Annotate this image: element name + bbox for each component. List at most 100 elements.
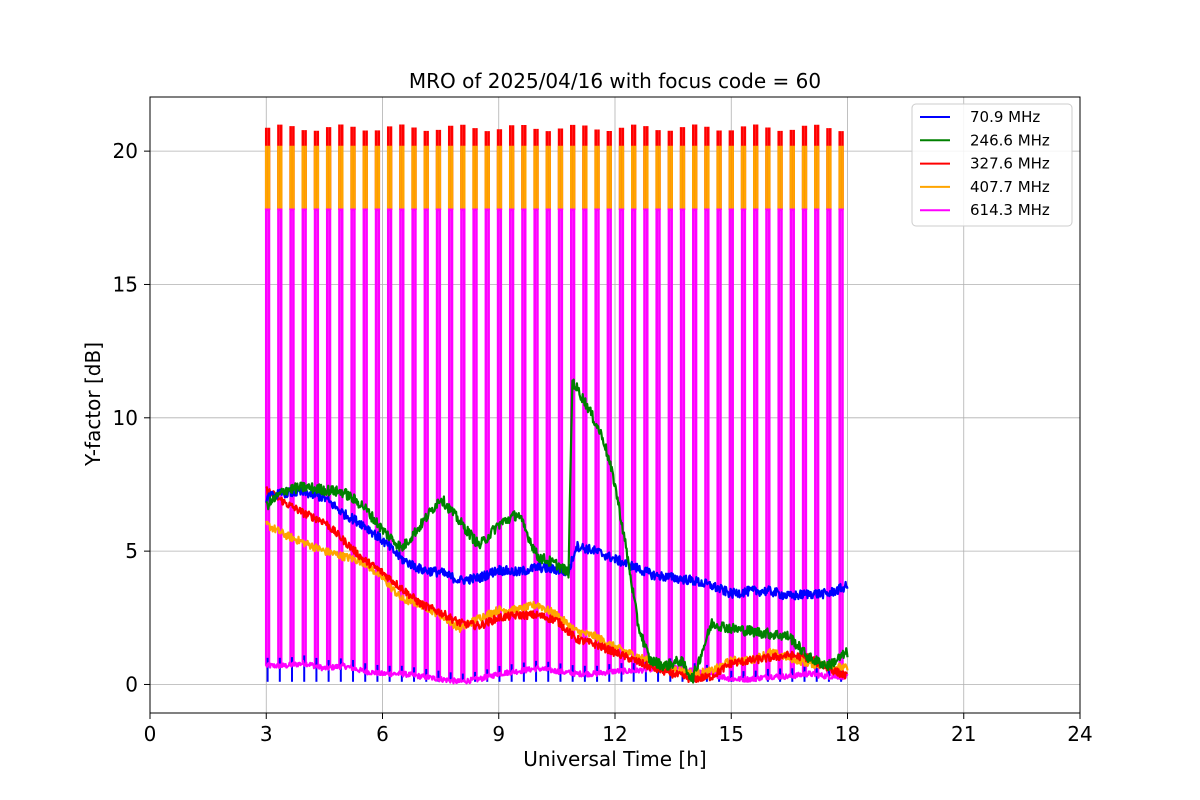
x-tick-label: 24 (1067, 722, 1092, 746)
calibration-spike-magenta (618, 208, 625, 672)
calibration-spike-orange (374, 145, 381, 210)
series-line-2 (265, 485, 848, 683)
y-tick-label: 5 (125, 539, 138, 563)
calibration-spike-orange (814, 145, 820, 210)
calibration-spike-orange (594, 145, 600, 210)
calibration-spike-orange (350, 145, 356, 210)
calibration-spike-magenta (399, 208, 405, 674)
x-tick-label: 12 (602, 722, 627, 746)
series-lines (265, 378, 849, 685)
calibration-spike-orange (557, 145, 564, 210)
calibration-spike-orange (264, 145, 271, 210)
legend-label: 70.9 MHz (970, 108, 1040, 126)
legend-label: 614.3 MHz (970, 201, 1050, 219)
calibration-spike-orange (411, 145, 417, 210)
calibration-spike-magenta (801, 208, 808, 675)
calibration-spike-magenta (350, 208, 356, 668)
calibration-spike-orange (472, 145, 478, 210)
calibration-spike-orange (716, 145, 722, 210)
calibration-spike-magenta (667, 208, 673, 667)
calibration-spike-orange (753, 145, 759, 210)
calibration-spike-magenta (533, 208, 539, 669)
calibration-spike-magenta (301, 208, 307, 664)
calibration-spike-magenta (374, 208, 381, 673)
calibration-spike-orange (570, 145, 576, 210)
calibration-spike-orange (667, 145, 673, 210)
calibration-spike-magenta (313, 208, 320, 666)
calibration-spike-magenta (338, 208, 344, 667)
calibration-spike-orange (521, 145, 527, 210)
legend-label: 246.6 MHz (970, 131, 1050, 149)
calibration-spike-magenta (582, 208, 588, 674)
calibration-spike-orange (606, 145, 612, 210)
calibration-spike-orange (545, 145, 551, 210)
calibration-spike-magenta (679, 208, 686, 669)
calibration-spike-orange (728, 145, 734, 210)
calibration-spike-magenta (447, 208, 454, 681)
legend-label: 407.7 MHz (970, 178, 1050, 196)
calibration-spike-orange (386, 145, 393, 210)
calibration-spike-magenta (765, 208, 771, 677)
calibration-spike-magenta (362, 208, 368, 672)
calibration-spike-orange (484, 145, 490, 210)
calibration-spike-orange (399, 145, 405, 210)
calibration-spike-orange (301, 145, 307, 210)
calibration-spike-orange (765, 145, 771, 210)
calibration-spike-orange (789, 145, 795, 210)
calibration-spike-magenta (277, 208, 283, 666)
y-tick-label: 20 (113, 139, 138, 163)
calibration-spike-orange (508, 145, 515, 210)
calibration-spike-magenta (496, 208, 503, 674)
calibration-spike-magenta (325, 208, 332, 669)
calibration-spike-magenta (728, 208, 734, 679)
calibration-spike-magenta (460, 208, 466, 682)
calibration-spike-magenta (777, 208, 783, 677)
calibration-spike-orange (447, 145, 454, 210)
calibration-spike-orange (618, 145, 625, 210)
calibration-spike-orange (631, 145, 637, 210)
legend-box (911, 103, 1073, 227)
calibration-spike-magenta (838, 208, 844, 677)
calibration-spike-magenta (386, 208, 393, 674)
calibration-spike-orange (704, 145, 710, 210)
calibration-spike-orange (289, 145, 295, 210)
x-tick-label: 0 (144, 722, 157, 746)
calibration-spike-magenta (655, 208, 661, 669)
calibration-spike-orange (325, 145, 332, 210)
x-tick-label: 15 (719, 722, 744, 746)
calibration-spike-magenta (606, 208, 612, 673)
legend: 70.9 MHz 246.6 MHz 327.6 MHz 407.7 MHz 614.3… (911, 103, 1073, 227)
calibration-spike-orange (362, 145, 368, 210)
y-tick-label: 10 (113, 406, 138, 430)
calibration-spike-magenta (508, 208, 515, 673)
calibration-spike-orange (313, 145, 320, 210)
calibration-spike-orange (655, 145, 661, 210)
x-tick-label: 18 (835, 722, 860, 746)
calibration-spike-magenta (472, 208, 478, 680)
calibration-spikes (264, 124, 844, 682)
calibration-spike-orange (338, 145, 344, 210)
calibration-spike-orange (423, 145, 429, 210)
axis-ticks: 0 3 6 9 12 15 18 21 24 0 5 10 15 20 (113, 139, 1093, 746)
calibration-spike-magenta (423, 208, 429, 677)
calibration-spike-orange (801, 145, 808, 210)
series-line-1 (265, 378, 849, 684)
calibration-spike-magenta (631, 208, 637, 672)
x-axis-label: Universal Time [h] (523, 747, 706, 771)
calibration-spike-orange (838, 145, 844, 210)
x-tick-label: 21 (951, 722, 976, 746)
calibration-spike-magenta (264, 208, 271, 666)
calibration-spike-magenta (740, 208, 747, 680)
calibration-spike-magenta (521, 208, 527, 671)
calibration-spike-orange (777, 145, 783, 210)
calibration-spike-orange (740, 145, 747, 210)
x-tick-label: 9 (492, 722, 505, 746)
calibration-spike-magenta (753, 208, 759, 679)
calibration-spike-magenta (643, 208, 649, 670)
calibration-spike-magenta (435, 208, 442, 679)
x-tick-label: 3 (260, 722, 273, 746)
calibration-spike-magenta (789, 208, 795, 677)
calibration-spike-orange (496, 145, 503, 210)
calibration-spike-magenta (411, 208, 417, 676)
